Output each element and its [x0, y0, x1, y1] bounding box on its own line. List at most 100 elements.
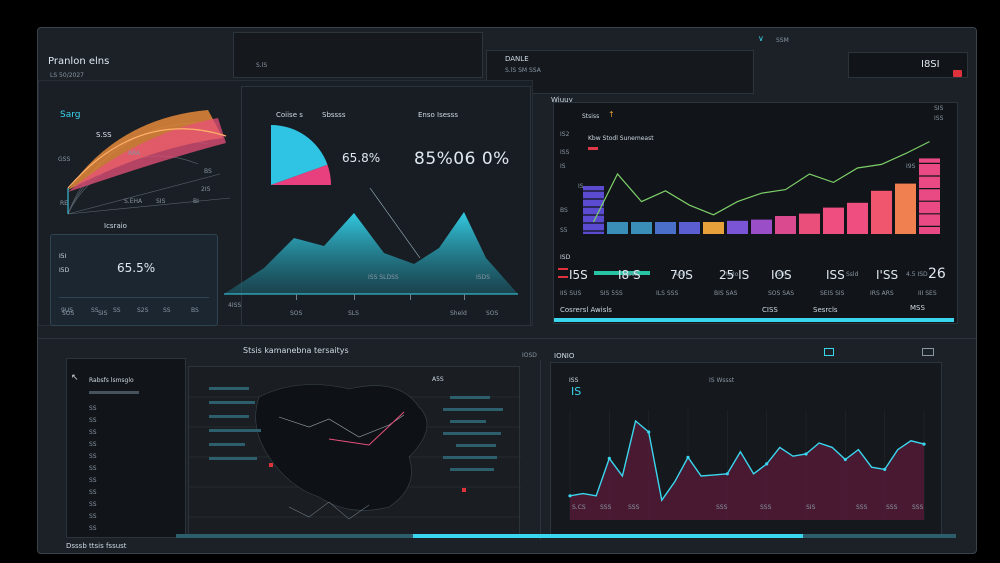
- map-row: [209, 429, 261, 432]
- alert-icon[interactable]: [953, 70, 962, 77]
- right-row: [443, 456, 497, 459]
- menu-icon[interactable]: [922, 348, 934, 356]
- pie-value: 65.8%: [342, 151, 381, 165]
- big-value: 85%06 0%: [414, 149, 510, 169]
- stats-footer-c: Sesrcls: [813, 306, 838, 314]
- bar: [895, 183, 916, 234]
- pie-chart: [271, 124, 332, 185]
- mini-card-value: 65.5%: [117, 261, 156, 275]
- series-point: [607, 456, 611, 460]
- map-panel[interactable]: [188, 366, 521, 538]
- world-map: [189, 384, 521, 520]
- mini-card-left-bottom: I5D: [59, 267, 70, 274]
- bar-right-tick-1: SIS: [934, 105, 944, 112]
- map-row: [209, 457, 257, 460]
- bar-right-tick-2: ISS: [934, 115, 944, 122]
- line-chart: [568, 410, 926, 520]
- bar: [607, 222, 628, 234]
- bar-chart-title: Wiuuy: [551, 96, 573, 104]
- bar-x-label-5: Ssld: [846, 271, 859, 278]
- bar: [799, 213, 820, 234]
- mini-card-divider: [59, 297, 209, 298]
- line-x-label: S.CS: [572, 504, 586, 511]
- bar-x-label-2: Aodf: [674, 271, 688, 278]
- bar: [679, 222, 700, 234]
- map-marker[interactable]: [269, 463, 273, 467]
- side-item: SS: [89, 453, 97, 460]
- right-row: [450, 396, 490, 399]
- area-y-label: 4ISS: [228, 302, 242, 309]
- side-list-title: Rabsfs lsmsglo: [89, 377, 134, 384]
- expand-icon[interactable]: [824, 348, 834, 356]
- stat-value: I8 S: [618, 268, 641, 282]
- footer-progress-fill: [413, 534, 803, 538]
- area-x-label-5: Sheld: [450, 310, 467, 317]
- search-box[interactable]: S.lS: [233, 32, 483, 78]
- side-list-panel: ↖ Rabsfs lsmsglo SS SS SS SS SS SS SS SS…: [66, 358, 186, 538]
- right-row: [450, 468, 494, 471]
- line-x-label: SSS: [886, 504, 898, 511]
- bar: [727, 220, 748, 234]
- stat-sub: SOS SAS: [768, 290, 795, 297]
- line-panel-divider: [540, 360, 541, 540]
- line-x-label: SSS: [600, 504, 612, 511]
- stats-footer-d: MSS: [910, 304, 925, 312]
- line-x-label: SSS: [760, 504, 772, 511]
- line-x-label: SIS: [806, 504, 816, 511]
- bar: [871, 190, 892, 234]
- stats-footer-a: Cosrersl Awisls: [560, 306, 612, 314]
- side-list-bar: [89, 391, 139, 394]
- bar-right-tick-3: I9S: [906, 163, 916, 170]
- bar-x-label-1: Sostl: [624, 271, 639, 278]
- line-x-label: SSS: [628, 504, 640, 511]
- side-item: SS: [89, 513, 97, 520]
- line-legend: IS Wssst: [709, 377, 735, 384]
- mini-card-footer-1: 9US: [61, 307, 74, 314]
- right-row: [443, 408, 503, 411]
- app-subtitle: LS 50/2027: [50, 72, 84, 79]
- map-row: [209, 401, 255, 404]
- pie-heading-c: Enso Isesss: [418, 111, 458, 119]
- gauge-tick-2: GSS: [58, 156, 71, 163]
- series-line: [569, 419, 925, 502]
- stat-value: I'SS: [876, 268, 899, 282]
- right-row: [456, 444, 496, 447]
- pointer-icon: ↖: [71, 373, 79, 383]
- series-point: [883, 467, 887, 471]
- dropdown[interactable]: ∨ SSM: [758, 32, 798, 48]
- bar: [703, 222, 724, 234]
- mini-card-footer-2: SS: [91, 307, 99, 314]
- bar: [583, 186, 604, 234]
- bottom-divider: [38, 338, 976, 339]
- series-point: [686, 455, 690, 459]
- mini-card-left-top: I5I: [59, 253, 67, 260]
- pie-heading-a: Coiise s: [276, 111, 303, 119]
- map-row: [209, 387, 249, 390]
- map-row: [209, 415, 249, 418]
- bar-y-tick-6: S5: [560, 227, 568, 234]
- line-y-label-top: ISS: [569, 377, 579, 384]
- line-x-label: SSS: [912, 504, 924, 511]
- mid-label: IOSD: [522, 352, 537, 359]
- side-item: SS: [89, 525, 97, 532]
- stat-value: IOS: [771, 268, 792, 282]
- right-row-marker: [462, 488, 466, 492]
- bar-y-tick-3: IS: [560, 163, 566, 170]
- gauge-tick-7: 2IS: [201, 186, 211, 193]
- stat-sub: BIS SAS: [714, 290, 738, 297]
- stat-sub: III SES: [918, 290, 937, 297]
- stats-icon: [558, 268, 568, 278]
- dashboard-frame: Pranlon elns LS 50/2027 S.lS DANLE S.lS …: [37, 27, 977, 554]
- gauge-tick-6: RE: [60, 200, 68, 207]
- bar-legend-b: Kbw Stodl Sunemeast: [588, 135, 654, 142]
- side-item: SS: [89, 501, 97, 508]
- gauge-tick-5: BI: [193, 198, 199, 205]
- info-field-title: DANLE: [505, 55, 529, 63]
- side-item: SS: [89, 405, 97, 412]
- side-item: SS: [89, 465, 97, 472]
- legend-marker-icon: ↑: [608, 110, 615, 119]
- line-y-label-mid: IS: [571, 385, 582, 398]
- series-point: [647, 430, 651, 434]
- mini-card[interactable]: I5I I5D 65.5% 9US SS SS S2S SS BS: [50, 234, 218, 326]
- series-point: [804, 452, 808, 456]
